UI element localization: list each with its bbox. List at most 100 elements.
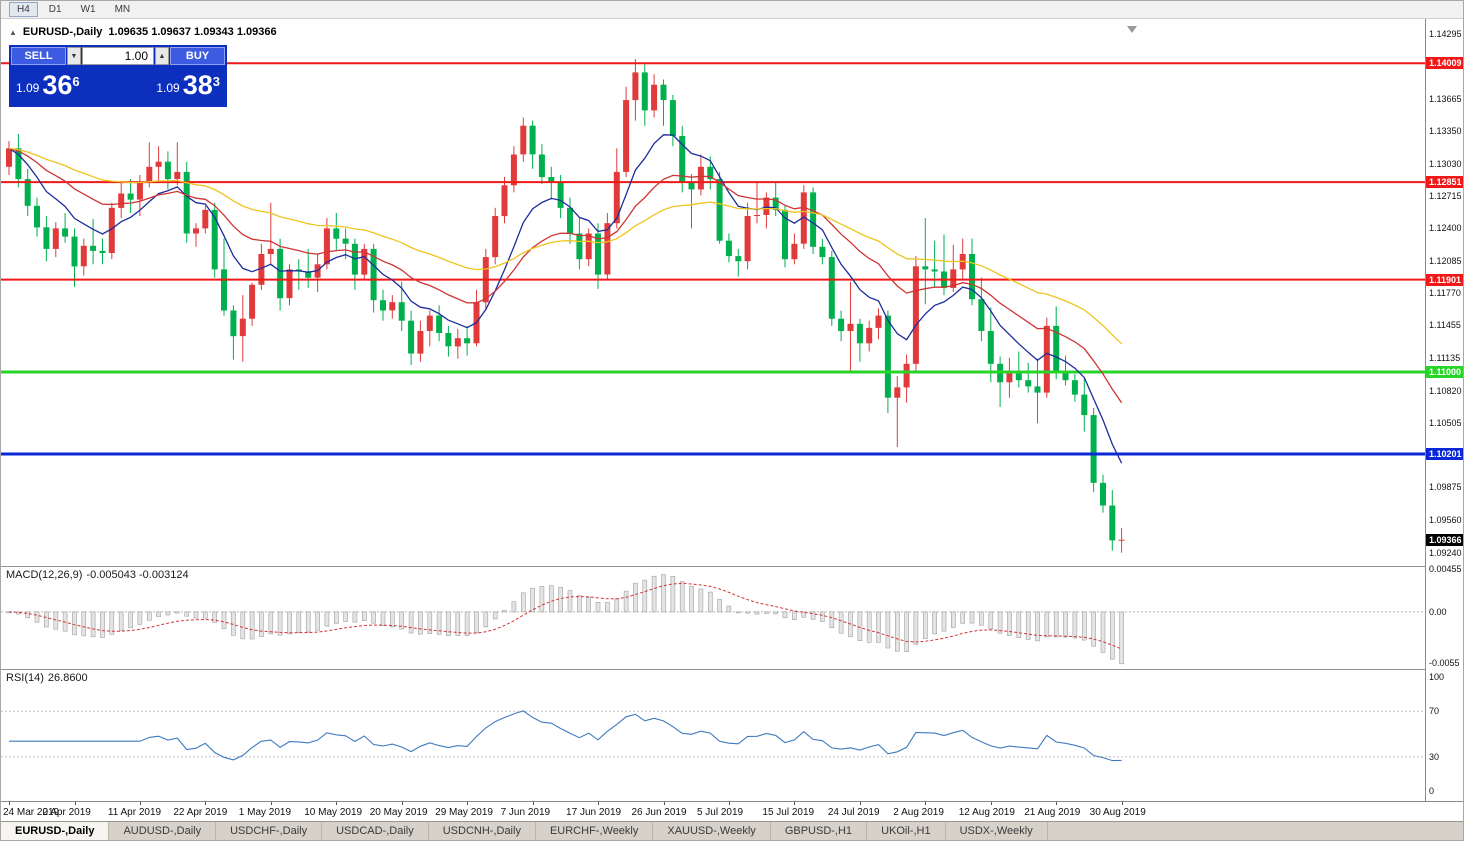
chart-window: ▲ EURUSD-,Daily 1.09635 1.09637 1.09343 …: [1, 19, 1463, 821]
date-label: 21 Aug 2019: [1024, 807, 1081, 818]
collapse-arrow-icon[interactable]: ▲: [9, 27, 17, 37]
chart-tab-audusd-daily[interactable]: AUDUSD-,Daily: [109, 822, 217, 840]
date-tick: [74, 802, 76, 805]
date-tick: [9, 802, 10, 805]
rsi-indicator-label: RSI(14) 26.8600: [6, 672, 88, 684]
date-label: 15 Jul 2019: [762, 807, 815, 818]
date-tick: [794, 802, 796, 805]
volume-decrease-button[interactable]: ▼: [67, 47, 81, 65]
price-axis-label: 1.11770: [1429, 288, 1461, 298]
ohlc-values: 1.09635 1.09637 1.09343 1.09366: [108, 26, 277, 38]
date-label: 1 May 2019: [238, 807, 292, 818]
date-tick: [205, 802, 207, 805]
macd-axis-label: -0.0055: [1429, 658, 1460, 669]
date-label: 29 May 2019: [435, 807, 493, 818]
macd-signal-line: [8, 582, 1122, 650]
volume-input[interactable]: [82, 47, 154, 65]
date-tick: [532, 802, 534, 805]
date-tick: [1121, 802, 1123, 805]
macd-axis-label: 0.00455: [1429, 564, 1462, 575]
date-label: 24 Mar 2019: [3, 807, 60, 818]
timeframe-button-mn[interactable]: MN: [107, 2, 139, 17]
rsi-line: [9, 710, 1122, 762]
price-axis-badge: 1.09366: [1426, 533, 1463, 546]
rsi-axis-label: 0: [1429, 786, 1435, 796]
chart-tab-gbpusd-h1[interactable]: GBPUSD-,H1: [771, 822, 868, 840]
date-label: 22 Apr 2019: [173, 807, 228, 818]
price-axis-label: 1.09240: [1429, 547, 1462, 558]
chart-tab-usdcnh-daily[interactable]: USDCNH-,Daily: [429, 822, 536, 840]
date-tick: [401, 802, 403, 805]
chart-canvas[interactable]: [1, 19, 1425, 801]
price-axis-label: 1.09560: [1429, 514, 1462, 525]
date-label: 5 Jul 2019: [696, 807, 744, 818]
date-tick: [598, 802, 599, 805]
date-tick: [467, 802, 469, 805]
candles-layer: [6, 59, 1125, 553]
timeframe-button-h4[interactable]: H4: [9, 2, 38, 17]
date-tick: [270, 802, 272, 805]
date-tick: [663, 802, 665, 805]
chart-tabs-bar: EURUSD-,Daily AUDUSD-,Daily USDCHF-,Daily U…: [1, 821, 1463, 840]
price-axis-label: 1.10820: [1429, 385, 1462, 396]
timeframe-toolbar: H4 D1 W1 MN: [1, 1, 1463, 19]
mid-ma-red: [8, 147, 1123, 404]
date-label: 26 Jun 2019: [631, 807, 687, 818]
macd-axis-label: 0.00: [1429, 606, 1447, 617]
hlines-layer: [1, 62, 1425, 456]
date-tick: [990, 802, 992, 805]
date-label: 24 Jul 2019: [827, 807, 880, 818]
date-axis[interactable]: 24 Mar 2019 2 Apr 2019 11 Apr 2019 22 Apr 2…: [1, 801, 1463, 821]
fast-ma-blue: [8, 134, 1123, 464]
price-axis-label: 1.12715: [1429, 191, 1462, 202]
volume-increase-button[interactable]: ▲: [155, 47, 169, 65]
date-label: 30 Aug 2019: [1089, 807, 1146, 818]
date-tick: [728, 802, 730, 805]
price-axis-label: 1.13665: [1429, 93, 1462, 104]
slow-ma-yellow: [8, 147, 1123, 345]
date-label: 11 Apr 2019: [107, 807, 162, 818]
rsi-axis-label: 70: [1429, 706, 1440, 717]
date-tick: [1056, 802, 1058, 805]
symbol-overlay: ▲ EURUSD-,Daily 1.09635 1.09637 1.09343 …: [9, 26, 277, 38]
price-axis-badge: 1.12851: [1426, 176, 1463, 189]
chart-tab-ukoil-h1[interactable]: UKOil-,H1: [867, 822, 946, 840]
sell-price-display: 1.09 36 6: [16, 69, 80, 100]
chart-tab-usdchf-daily[interactable]: USDCHF-,Daily: [216, 822, 323, 840]
price-axis-label: 1.14295: [1429, 28, 1462, 39]
price-axis-label: 1.10505: [1429, 417, 1462, 428]
buy-button[interactable]: BUY: [170, 47, 225, 65]
date-label: 7 Jun 2019: [500, 807, 551, 818]
price-axis-badge: 1.10201: [1426, 448, 1463, 461]
sell-button[interactable]: SELL: [11, 47, 66, 65]
date-tick: [925, 802, 927, 805]
price-axis-badge: 1.14009: [1426, 57, 1463, 70]
date-label: 2 Aug 2019: [893, 807, 944, 818]
date-label: 2 Apr 2019: [42, 807, 91, 818]
price-axis[interactable]: 1.14295 1.13665 1.13350 1.13030 1.12715 1.124…: [1425, 19, 1463, 801]
chart-tab-usdcad-daily[interactable]: USDCAD-,Daily: [322, 822, 429, 840]
symbol-name: EURUSD-,Daily: [22, 26, 103, 38]
rsi-axis-label: 100: [1429, 672, 1445, 682]
chart-tab-eurchf-weekly[interactable]: EURCHF-,Weekly: [536, 822, 654, 840]
price-axis-label: 1.13030: [1429, 158, 1462, 169]
buy-price-display: 1.09 38 3: [156, 69, 220, 100]
date-label: 17 Jun 2019: [566, 807, 622, 818]
chart-tab-usdx-weekly[interactable]: USDX-,Weekly: [946, 822, 1048, 840]
date-label: 12 Aug 2019: [958, 807, 1015, 818]
date-label: 10 May 2019: [304, 807, 363, 818]
price-axis-badge: 1.11000: [1426, 366, 1463, 379]
timeframe-button-d1[interactable]: D1: [41, 2, 70, 17]
one-click-trading-panel: SELL ▼ ▲ BUY 1.09 36 6 1.09 38 3: [9, 45, 227, 107]
date-tick: [859, 802, 861, 805]
price-axis-label: 1.11135: [1429, 353, 1461, 364]
price-axis-label: 1.11455: [1429, 320, 1461, 331]
price-axis-label: 1.13350: [1429, 125, 1462, 136]
timeframe-button-w1[interactable]: W1: [73, 2, 104, 17]
panel-dividers: [1, 566, 1425, 670]
chart-tab-xauusd-weekly[interactable]: XAUUSD-,Weekly: [653, 822, 771, 840]
chart-tab-eurusd-daily[interactable]: EURUSD-,Daily: [1, 822, 110, 840]
date-tick: [336, 802, 338, 805]
chart-shift-marker-icon: [1127, 26, 1137, 33]
